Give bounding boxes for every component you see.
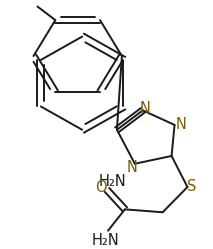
Text: N: N	[176, 118, 187, 132]
Text: S: S	[187, 179, 196, 193]
Text: H₂N: H₂N	[99, 174, 127, 189]
Text: O: O	[95, 181, 107, 195]
Text: H₂N: H₂N	[91, 233, 119, 248]
Text: N: N	[126, 160, 137, 175]
Text: N: N	[139, 101, 150, 116]
